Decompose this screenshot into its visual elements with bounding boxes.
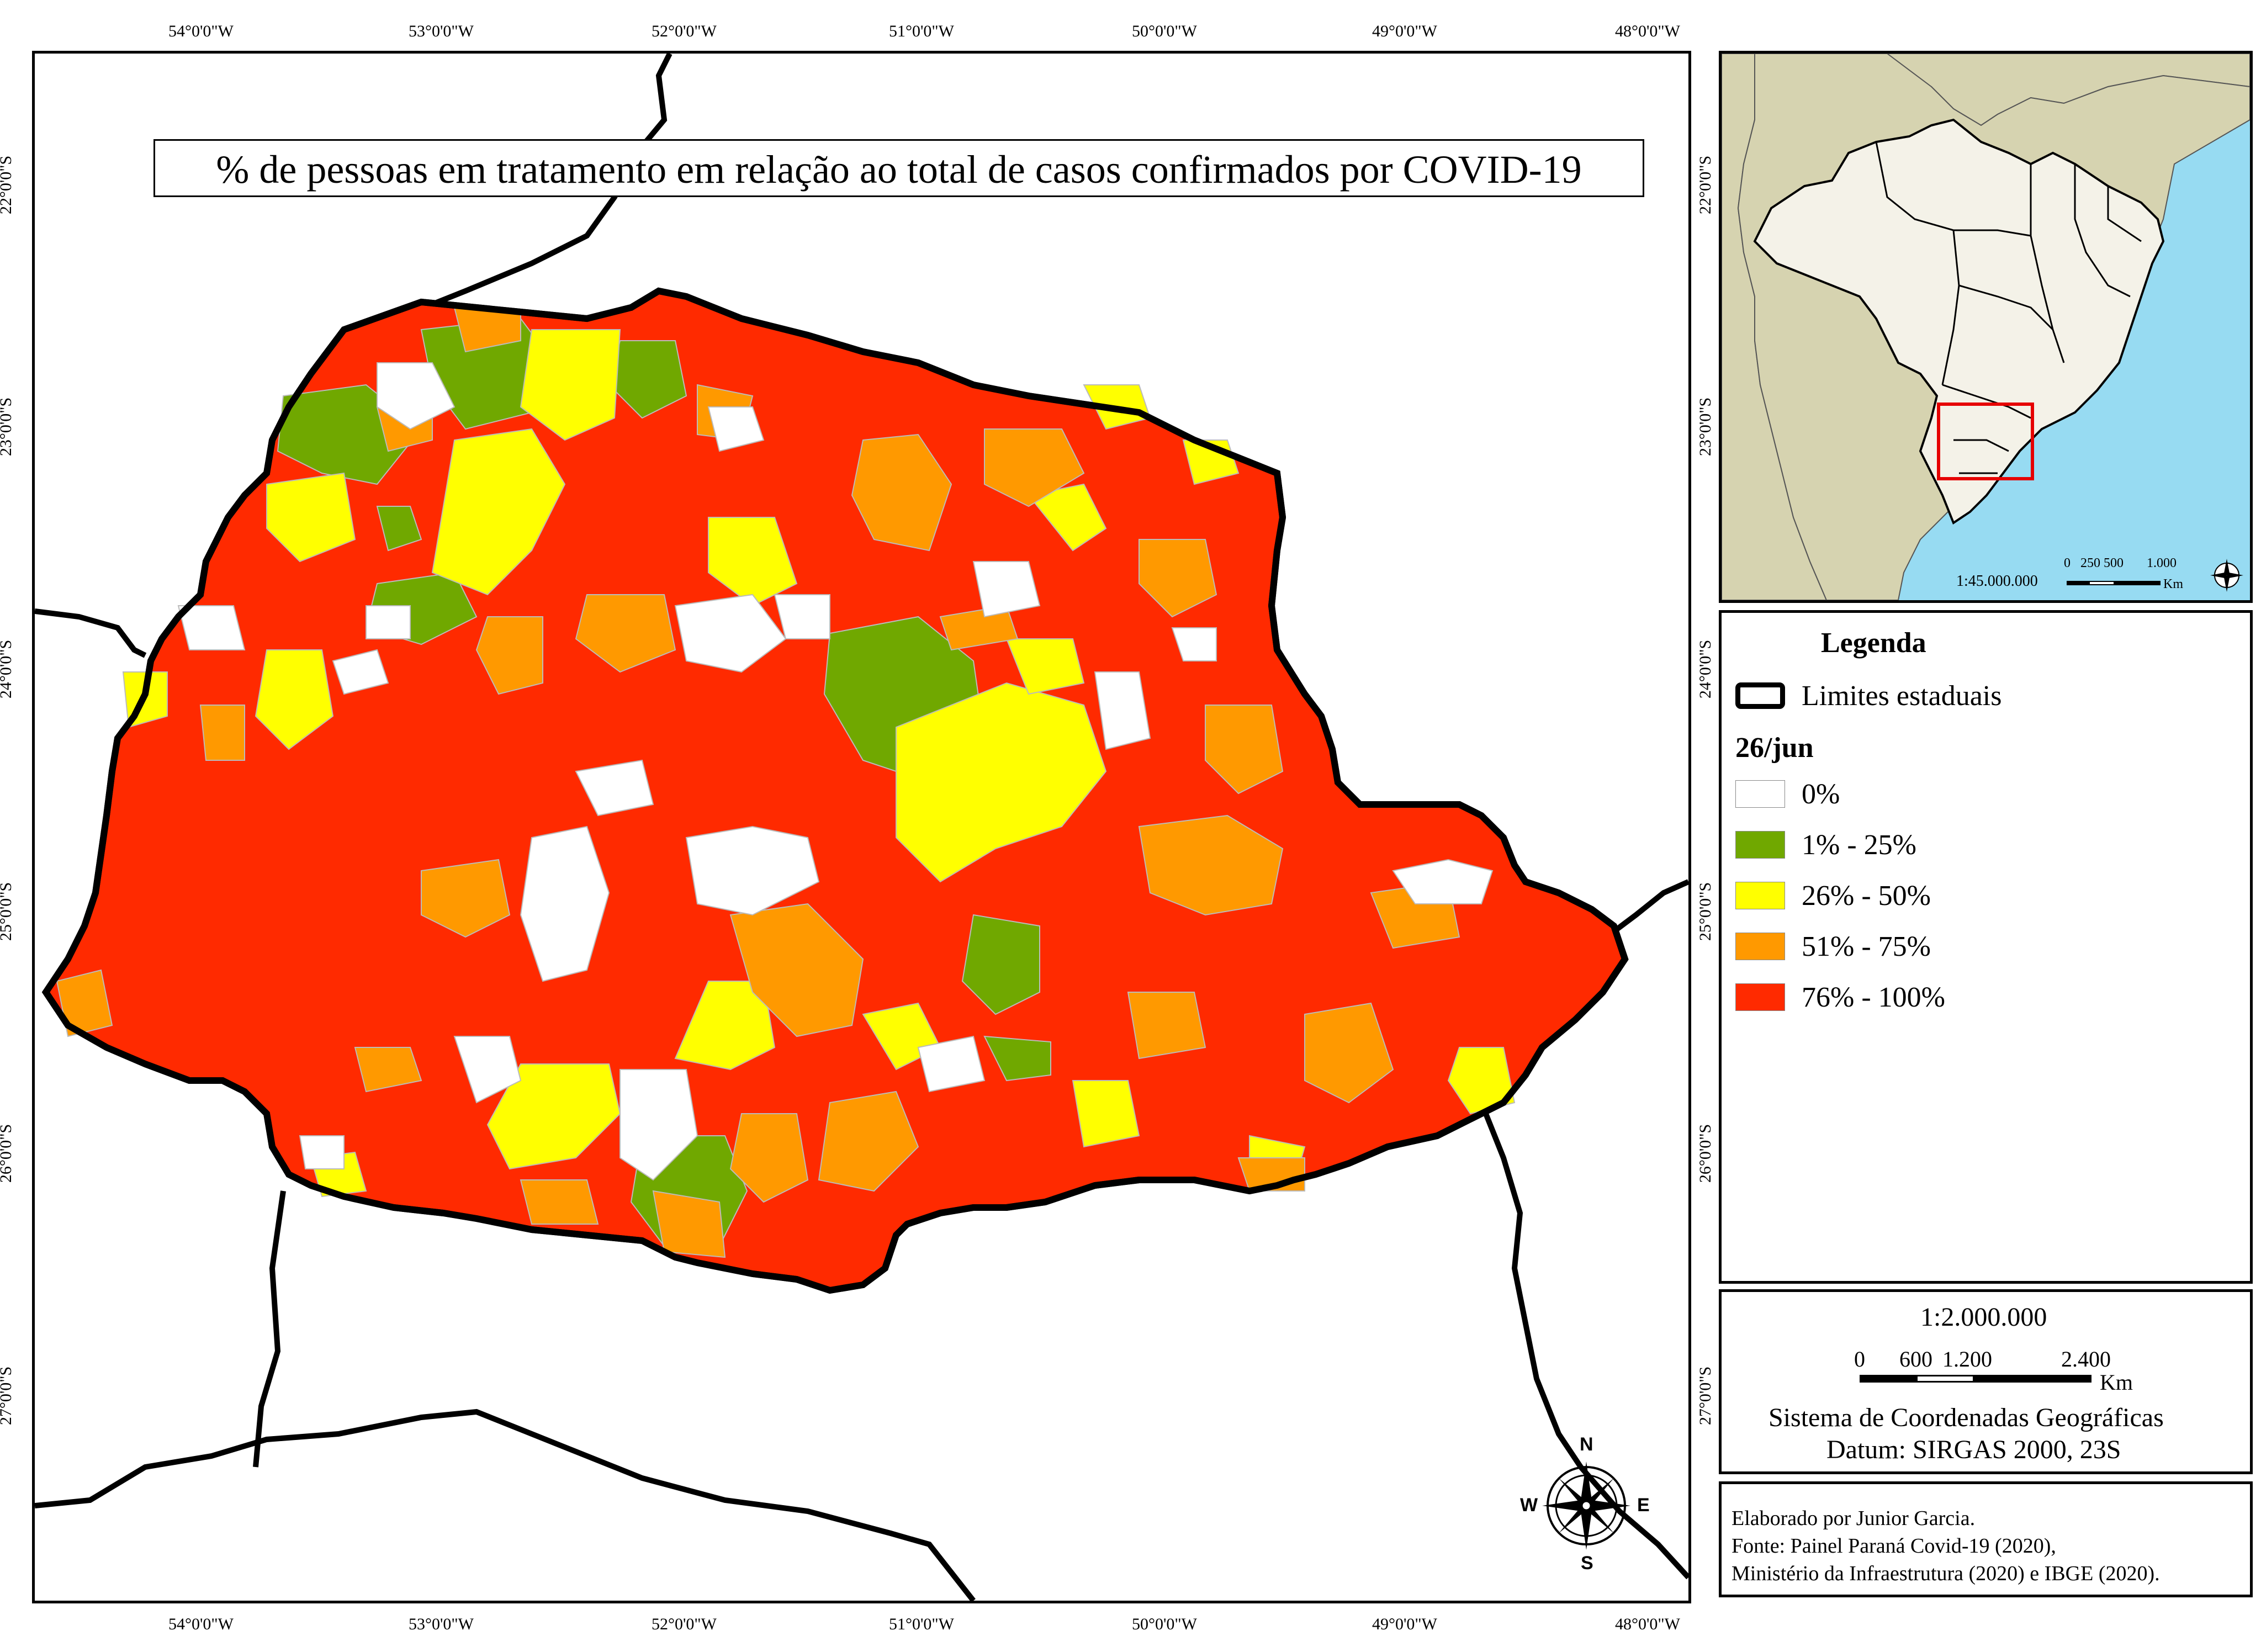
lat-tick: 23°0'0"S bbox=[1696, 397, 1715, 457]
legend-class-label: 0% bbox=[1802, 778, 1840, 810]
legend-boundary-label: Limites estaduais bbox=[1802, 680, 2002, 712]
legend-date: 26/jun bbox=[1735, 732, 1814, 764]
legend-class: 0% bbox=[1735, 777, 1840, 811]
scale-bar-label: 0 bbox=[1854, 1347, 1865, 1372]
municipality-patches bbox=[56, 306, 1516, 1258]
crs-text: Sistema de Coordenadas Geográficas bbox=[1768, 1403, 2164, 1432]
lat-tick: 25°0'0"S bbox=[0, 882, 15, 941]
lat-tick: 22°0'0"S bbox=[0, 155, 15, 215]
legend-class: 76% - 100% bbox=[1735, 981, 1945, 1014]
scale-bar-label: 2.400 bbox=[2061, 1347, 2111, 1372]
credit-line: Ministério da Infraestrutura (2020) e IB… bbox=[1732, 1562, 2160, 1585]
lon-tick: 53°0'0"W bbox=[409, 1615, 474, 1633]
scale-box: 1:2.000.000 0 600 1.200 2.400 Km Sistema… bbox=[1719, 1289, 2253, 1474]
legend-class: 1% - 25% bbox=[1735, 828, 1916, 861]
credit-line: Elaborado por Junior Garcia. bbox=[1732, 1507, 1976, 1530]
scale-bar-label: 1.200 bbox=[1942, 1347, 1992, 1372]
lon-tick: 49°0'0"W bbox=[1372, 1615, 1437, 1633]
lat-tick: 24°0'0"S bbox=[1696, 639, 1715, 699]
compass-e: E bbox=[1637, 1495, 1650, 1516]
legend-title: Legenda bbox=[1821, 627, 1926, 659]
legend-box: Legenda Limites estaduais 26/jun 0% 1% -… bbox=[1719, 610, 2253, 1284]
compass-icon bbox=[1542, 1462, 1630, 1550]
lon-tick: 53°0'0"W bbox=[409, 22, 474, 40]
inset-north-icon bbox=[2210, 559, 2243, 592]
lon-tick: 52°0'0"W bbox=[652, 1615, 717, 1633]
main-map bbox=[35, 54, 1688, 1601]
legend-class-label: 51% - 75% bbox=[1802, 930, 1931, 962]
legend-class: 26% - 50% bbox=[1735, 879, 1931, 912]
compass-n: N bbox=[1580, 1434, 1593, 1455]
legend-class-label: 76% - 100% bbox=[1802, 981, 1945, 1013]
lat-tick: 25°0'0"S bbox=[1696, 882, 1715, 941]
inset-scale-bar bbox=[2067, 581, 2161, 585]
lat-tick: 27°0'0"S bbox=[1696, 1366, 1715, 1426]
credits-box: Elaborado por Junior Garcia. Fonte: Pain… bbox=[1719, 1481, 2253, 1597]
inset-bar-label: 500 bbox=[2104, 556, 2124, 570]
legend-boundary: Limites estaduais bbox=[1735, 679, 2001, 712]
lat-tick: 22°0'0"S bbox=[1696, 155, 1715, 215]
legend-class-label: 1% - 25% bbox=[1802, 829, 1916, 861]
compass-rose: N S W E bbox=[1520, 1434, 1653, 1577]
lon-tick: 49°0'0"W bbox=[1372, 22, 1437, 40]
scale-text: 1:2.000.000 bbox=[1920, 1302, 2047, 1332]
inset-map bbox=[1722, 54, 2250, 600]
lon-tick: 50°0'0"W bbox=[1132, 22, 1197, 40]
inset-bar-labels: 0 250 500 1.000 bbox=[2064, 556, 2177, 573]
inset-unit: Km bbox=[2163, 577, 2183, 591]
map-title: % de pessoas em tratamento em relação ao… bbox=[153, 139, 1644, 197]
lon-tick: 51°0'0"W bbox=[889, 22, 954, 40]
lat-tick: 26°0'0"S bbox=[0, 1124, 15, 1183]
inset-bar-label: 1.000 bbox=[2147, 556, 2177, 570]
scale-bar-labels: 0 600 1.200 2.400 bbox=[1854, 1346, 2130, 1372]
inset-states bbox=[1875, 141, 2142, 474]
inset-highlight bbox=[1937, 403, 2034, 480]
legend-swatch bbox=[1735, 831, 1785, 859]
inset-bar-label: 250 bbox=[2080, 556, 2100, 570]
lon-tick: 48°0'0"W bbox=[1615, 1615, 1680, 1633]
legend-swatch bbox=[1735, 933, 1785, 960]
lat-tick: 24°0'0"S bbox=[0, 639, 15, 699]
main-map-frame: % de pessoas em tratamento em relação ao… bbox=[32, 51, 1691, 1603]
scale-bar bbox=[1860, 1375, 2091, 1383]
legend-swatch bbox=[1735, 780, 1785, 808]
lon-tick: 51°0'0"W bbox=[889, 1615, 954, 1633]
lat-tick: 27°0'0"S bbox=[0, 1366, 15, 1426]
lat-tick: 26°0'0"S bbox=[1696, 1124, 1715, 1183]
lon-tick: 50°0'0"W bbox=[1132, 1615, 1197, 1633]
scale-unit: Km bbox=[2100, 1370, 2133, 1395]
scale-bar-label: 600 bbox=[1899, 1347, 1932, 1372]
lat-tick: 23°0'0"S bbox=[0, 397, 15, 457]
inset-scale-text: 1:45.000.000 bbox=[1956, 573, 2038, 590]
lon-tick: 54°0'0"W bbox=[168, 22, 234, 40]
lon-tick: 52°0'0"W bbox=[652, 22, 717, 40]
inset-bar-label: 0 bbox=[2064, 556, 2071, 570]
lon-tick: 54°0'0"W bbox=[168, 1615, 234, 1633]
legend-swatch bbox=[1735, 983, 1785, 1011]
inset-brazil bbox=[1753, 118, 2165, 525]
inset-map-frame: 1:45.000.000 0 250 500 1.000 Km bbox=[1719, 51, 2253, 603]
credit-line: Fonte: Painel Paraná Covid-19 (2020), bbox=[1732, 1534, 2056, 1558]
legend-class-label: 26% - 50% bbox=[1802, 880, 1931, 912]
legend-class: 51% - 75% bbox=[1735, 930, 1931, 963]
legend-swatch bbox=[1735, 882, 1785, 909]
datum-text: Datum: SIRGAS 2000, 23S bbox=[1826, 1435, 2121, 1464]
lon-tick: 48°0'0"W bbox=[1615, 22, 1680, 40]
compass-w: W bbox=[1520, 1495, 1538, 1516]
boundary-swatch bbox=[1735, 682, 1785, 709]
compass-s: S bbox=[1581, 1553, 1593, 1574]
